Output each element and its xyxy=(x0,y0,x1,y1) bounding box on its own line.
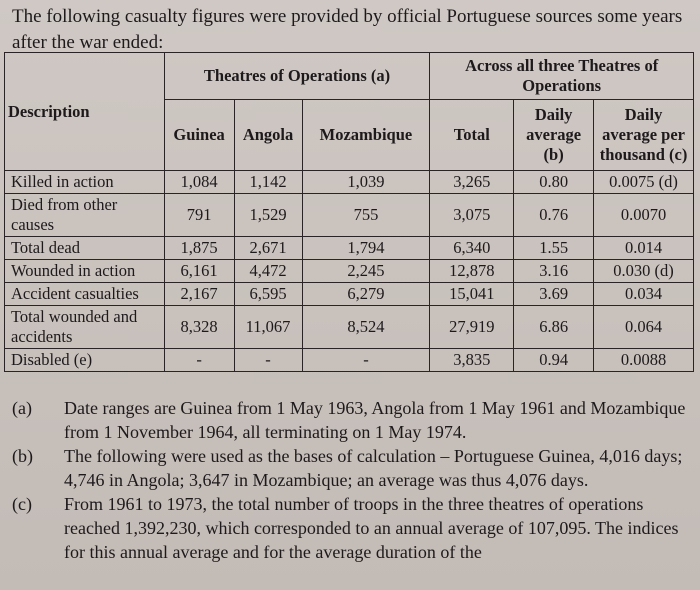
table-cell: - xyxy=(163,348,235,372)
table-cell: 0.0088 xyxy=(593,348,694,372)
table-cell: 1,142 xyxy=(233,170,303,194)
column-header: Mozambique xyxy=(301,99,431,171)
table-cell: 11,067 xyxy=(233,305,303,349)
row-label: Disabled (e) xyxy=(4,348,165,372)
table-cell: 6,340 xyxy=(429,236,515,260)
theatres-header: Theatres of Operations (a) xyxy=(163,52,431,100)
table-cell: 1.55 xyxy=(513,236,595,260)
table-cell: 0.0075 (d) xyxy=(593,170,694,194)
table-cell: 1,039 xyxy=(301,170,431,194)
table-cell: 2,167 xyxy=(163,282,235,306)
column-header: Daily average per thousand (c) xyxy=(593,99,694,171)
footnote: (b) The following were used as the bases… xyxy=(12,444,692,492)
table-row: Died from other causes 791 1,529 755 3,0… xyxy=(4,193,694,237)
footnote: (c) From 1961 to 1973, the total number … xyxy=(12,492,692,564)
table-cell: 6,161 xyxy=(163,259,235,283)
table-cell: 4,472 xyxy=(233,259,303,283)
table-cell: 8,524 xyxy=(301,305,431,349)
table-cell: 6,279 xyxy=(301,282,431,306)
table-cell: 1,794 xyxy=(301,236,431,260)
table-cell: 27,919 xyxy=(429,305,515,349)
table-cell: 0.94 xyxy=(513,348,595,372)
footnote-text: From 1961 to 1973, the total number of t… xyxy=(64,494,679,562)
table-cell: 1,084 xyxy=(163,170,235,194)
table-cell: 8,328 xyxy=(163,305,235,349)
column-header: Guinea xyxy=(163,99,235,171)
footnote-key: (c) xyxy=(12,494,32,514)
table-cell: 0.030 (d) xyxy=(593,259,694,283)
table-cell: 1,875 xyxy=(163,236,235,260)
table-cell: 15,041 xyxy=(429,282,515,306)
table-cell: 0.0070 xyxy=(593,193,694,237)
table-row: Killed in action 1,084 1,142 1,039 3,265… xyxy=(4,170,694,194)
table-cell: 0.034 xyxy=(593,282,694,306)
table-row: Accident casualties 2,167 6,595 6,279 15… xyxy=(4,282,694,306)
table-row: Total wounded and accidents 8,328 11,067… xyxy=(4,305,694,349)
table-cell: 1,529 xyxy=(233,193,303,237)
table-cell: - xyxy=(233,348,303,372)
table-cell: 3,075 xyxy=(429,193,515,237)
table-cell: 6.86 xyxy=(513,305,595,349)
table-cell: 3.16 xyxy=(513,259,595,283)
table-cell: 755 xyxy=(301,193,431,237)
column-header: Daily average (b) xyxy=(513,99,595,171)
table-cell: 2,245 xyxy=(301,259,431,283)
footnotes: (a) Date ranges are Guinea from 1 May 19… xyxy=(12,396,692,564)
table-cell: 2,671 xyxy=(233,236,303,260)
footnote-text: The following were used as the bases of … xyxy=(64,446,683,490)
casualty-table: Description Theatres of Operations (a) A… xyxy=(4,52,694,372)
row-label: Total wounded and accidents xyxy=(4,305,165,349)
table-row: Wounded in action 6,161 4,472 2,245 12,8… xyxy=(4,259,694,283)
table-cell: 0.064 xyxy=(593,305,694,349)
table-cell: 3.69 xyxy=(513,282,595,306)
table-cell: 791 xyxy=(163,193,235,237)
table-cell: 3,835 xyxy=(429,348,515,372)
table-cell: 3,265 xyxy=(429,170,515,194)
table-cell: 0.76 xyxy=(513,193,595,237)
across-header: Across all three Theatres of Operations xyxy=(429,52,694,100)
row-label: Accident casualties xyxy=(4,282,165,306)
table-cell: 12,878 xyxy=(429,259,515,283)
table-row: Total dead 1,875 2,671 1,794 6,340 1.55 … xyxy=(4,236,694,260)
footnote-key: (b) xyxy=(12,446,33,466)
intro-paragraph: The following casualty figures were prov… xyxy=(12,6,683,53)
footnote: (a) Date ranges are Guinea from 1 May 19… xyxy=(12,396,692,444)
footnote-text: Date ranges are Guinea from 1 May 1963, … xyxy=(64,398,686,442)
row-label: Wounded in action xyxy=(4,259,165,283)
description-header: Description xyxy=(4,52,165,171)
column-header: Total xyxy=(429,99,515,171)
table-cell: 0.014 xyxy=(593,236,694,260)
row-label: Died from other causes xyxy=(4,193,165,237)
row-label: Total dead xyxy=(4,236,165,260)
table-row: Disabled (e) - - - 3,835 0.94 0.0088 xyxy=(4,348,694,372)
table-cell: - xyxy=(301,348,431,372)
footnote-key: (a) xyxy=(12,398,32,418)
column-header: Angola xyxy=(233,99,303,171)
table-cell: 6,595 xyxy=(233,282,303,306)
row-label: Killed in action xyxy=(4,170,165,194)
table-cell: 0.80 xyxy=(513,170,595,194)
